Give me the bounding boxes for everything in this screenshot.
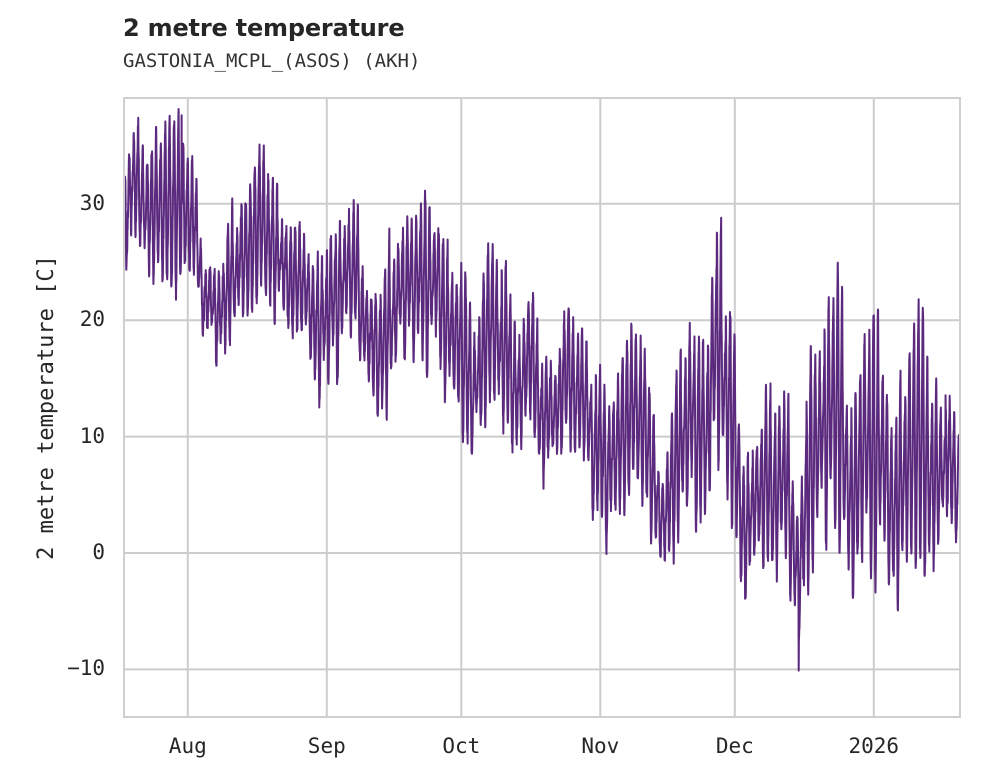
- x-tick-label: Sep: [307, 734, 346, 758]
- temperature-line: [125, 108, 959, 672]
- y-tick-label: −10: [67, 656, 105, 681]
- chart-title: 2 metre temperature: [123, 14, 405, 42]
- y-tick-label: 0: [92, 540, 105, 565]
- x-tick-label: Nov: [581, 734, 620, 758]
- y-tick-label: 20: [79, 307, 105, 332]
- plot-area: [123, 97, 961, 718]
- chart-subtitle: GASTONIA_MCPL_(ASOS) (AKH): [123, 50, 421, 72]
- x-tick-label: 2026: [848, 734, 900, 758]
- x-tick-label: Aug: [168, 734, 207, 758]
- y-tick-label: 30: [79, 190, 105, 215]
- x-tick-label: Oct: [442, 734, 481, 758]
- temperature-series-svg: [125, 99, 959, 716]
- y-tick-label: 10: [79, 423, 105, 448]
- x-tick-label: Dec: [715, 734, 754, 758]
